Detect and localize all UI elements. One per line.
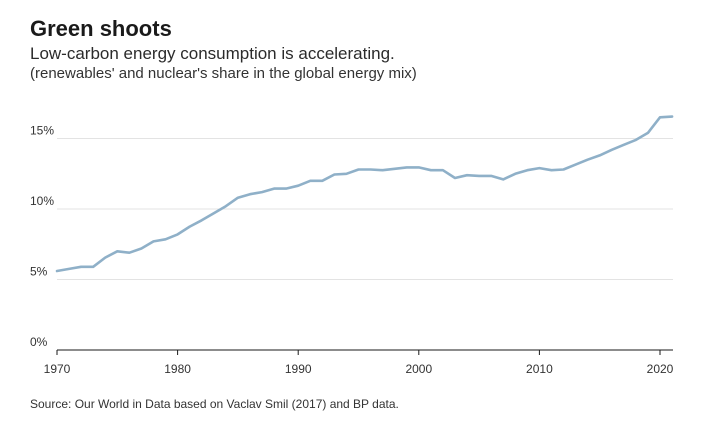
x-tick-label-1990: 1990 [285,362,312,376]
x-tick-label-1980: 1980 [164,362,191,376]
x-tick-label-2010: 2010 [526,362,553,376]
y-tick-label-15: 15% [30,124,54,138]
chart-subtitle-note: (renewables' and nuclear's share in the … [30,65,417,82]
y-tick-label-5: 5% [30,265,48,279]
y-tick-label-10: 10% [30,194,54,208]
y-tick-label-0: 0% [30,335,48,349]
x-tick-label-2020: 2020 [647,362,674,376]
chart-subtitle: Low-carbon energy consumption is acceler… [30,44,395,63]
source-note: Source: Our World in Data based on Vacla… [30,397,399,411]
x-tick-label-1970: 1970 [44,362,71,376]
series-line-0 [55,115,674,273]
chart-title: Green shoots [30,16,172,41]
x-tick-label-2000: 2000 [405,362,432,376]
